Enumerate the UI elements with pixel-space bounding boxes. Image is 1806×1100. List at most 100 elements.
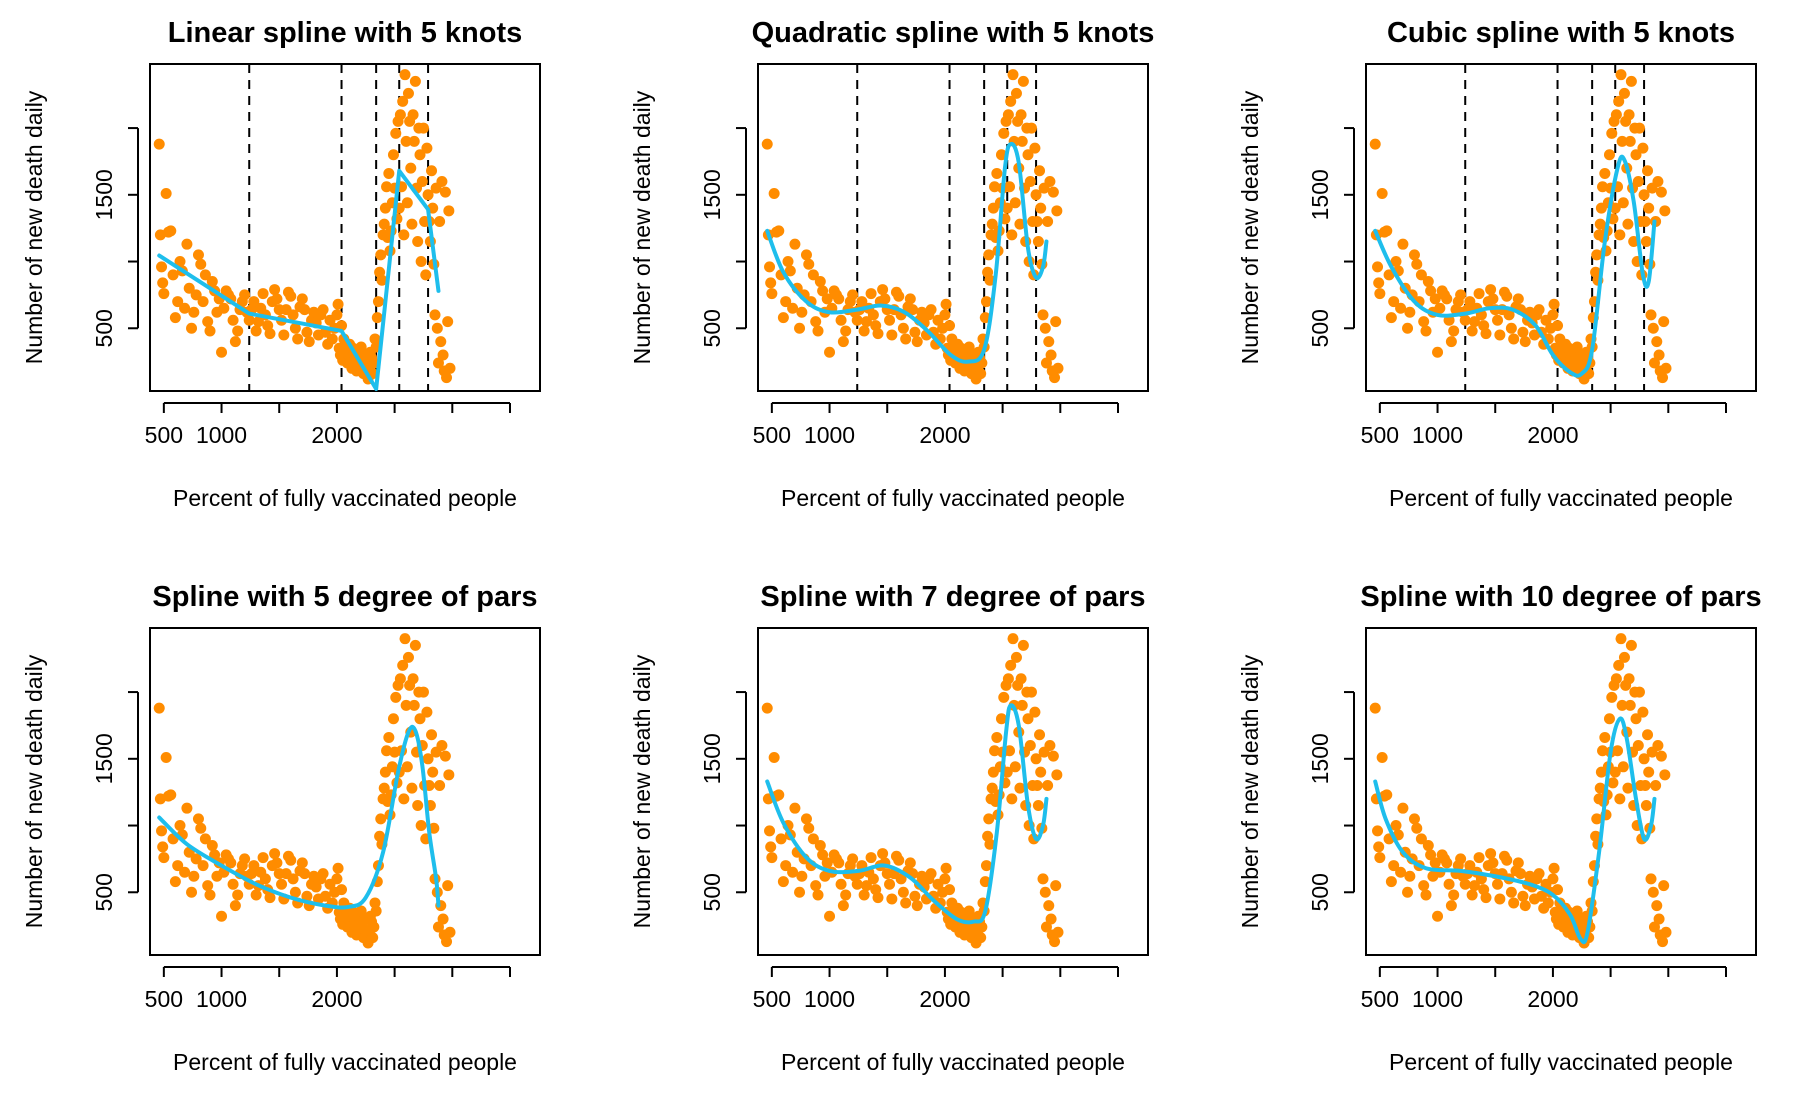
panel-title: Spline with 5 degree of pars <box>152 581 537 613</box>
data-point-44 <box>248 296 260 308</box>
data-point-152 <box>1022 149 1034 161</box>
data-point-167 <box>1647 886 1659 898</box>
data-point-17 <box>1402 886 1414 898</box>
data-point-154 <box>1024 739 1036 751</box>
data-point-35 <box>835 878 847 890</box>
data-point-61 <box>895 873 907 885</box>
data-point-22 <box>197 860 209 872</box>
data-point-37 <box>232 325 244 337</box>
data-point-36 <box>1445 336 1457 348</box>
data-point-171 <box>436 739 448 751</box>
data-point-67 <box>1517 890 1529 902</box>
data-point-60 <box>893 290 905 302</box>
data-point-174 <box>1655 186 1667 198</box>
data-point-155 <box>1025 686 1037 698</box>
data-point-177 <box>443 769 455 781</box>
data-point-40 <box>1455 289 1467 301</box>
plot-frame <box>1365 627 1757 956</box>
data-point-146 <box>1623 673 1635 685</box>
data-point-74 <box>925 304 937 316</box>
data-point-131 <box>998 127 1010 139</box>
data-point-129 <box>995 713 1007 725</box>
data-points <box>761 633 1064 949</box>
data-point-167 <box>1039 886 1051 898</box>
data-point-25 <box>204 325 216 337</box>
data-point-12 <box>174 820 186 832</box>
data-point-25 <box>1420 889 1432 901</box>
data-point-81 <box>1548 862 1560 874</box>
data-point-144 <box>405 162 417 174</box>
data-point-65 <box>1512 293 1524 305</box>
data-point-161 <box>1640 800 1652 812</box>
data-point-20 <box>800 249 812 261</box>
data-point-129 <box>387 713 399 725</box>
data-point-167 <box>1647 322 1659 334</box>
data-point-139 <box>399 633 411 645</box>
data-point-137 <box>397 659 409 671</box>
data-point-56 <box>1492 878 1504 890</box>
data-point-75 <box>319 890 331 902</box>
data-point-172 <box>1045 349 1057 361</box>
data-point-139 <box>1007 633 1019 645</box>
data-point-20 <box>1408 249 1420 261</box>
data-point-169 <box>434 215 446 227</box>
data-point-60 <box>285 854 297 866</box>
data-point-11 <box>172 860 184 872</box>
data-point-46 <box>1468 316 1480 328</box>
data-point-148 <box>1625 639 1637 651</box>
data-point-31 <box>1434 302 1446 314</box>
data-point-165 <box>1645 873 1657 885</box>
data-point-129 <box>1603 713 1615 725</box>
y-axis-label: Number of new death daily <box>21 90 47 364</box>
data-point-4 <box>1373 841 1385 853</box>
plot-frame <box>757 63 1149 392</box>
panel-title: Quadratic spline with 5 knots <box>752 17 1155 49</box>
data-point-62 <box>897 322 909 334</box>
data-point-129 <box>995 149 1007 161</box>
data-point-25 <box>812 325 824 337</box>
data-point-165 <box>1037 309 1049 321</box>
data-point-36 <box>1445 900 1457 912</box>
y-tick-label: 1500 <box>699 169 725 220</box>
data-point-155 <box>1633 122 1645 134</box>
data-point-161 <box>1032 800 1044 812</box>
data-point-29 <box>1429 857 1441 869</box>
data-point-136 <box>1004 181 1016 193</box>
data-point-17 <box>186 886 198 898</box>
data-point-30 <box>1432 346 1444 358</box>
data-point-176 <box>1658 880 1670 892</box>
data-point-17 <box>186 322 198 334</box>
data-point-42 <box>851 878 863 890</box>
x-tick-label: 2000 <box>1527 986 1578 1012</box>
data-point-54 <box>879 293 891 305</box>
data-point-177 <box>1659 769 1671 781</box>
data-point-57 <box>886 329 898 341</box>
data-point-56 <box>884 878 896 890</box>
data-point-23 <box>199 269 211 281</box>
data-point-54 <box>271 857 283 869</box>
data-point-112 <box>368 357 380 369</box>
data-point-111 <box>367 932 379 944</box>
data-point-172 <box>1653 913 1665 925</box>
data-point-171 <box>1044 175 1056 187</box>
data-point-137 <box>1005 95 1017 107</box>
data-point-42 <box>243 314 255 326</box>
data-point-30 <box>216 346 228 358</box>
data-point-123 <box>381 745 393 757</box>
data-point-62 <box>289 322 301 334</box>
data-point-174 <box>1655 750 1667 762</box>
data-point-67 <box>909 326 921 338</box>
data-point-121 <box>1594 782 1606 794</box>
data-point-148 <box>1625 75 1637 87</box>
data-point-3 <box>1372 825 1384 837</box>
data-point-78 <box>326 333 338 345</box>
data-point-174 <box>439 186 451 198</box>
data-point-78 <box>1542 897 1554 909</box>
data-point-161 <box>1640 236 1652 248</box>
data-point-5 <box>1374 852 1386 864</box>
data-point-170 <box>1043 900 1055 912</box>
data-point-168 <box>1648 921 1660 933</box>
data-point-1 <box>761 702 773 714</box>
data-point-26 <box>206 840 218 852</box>
data-point-158 <box>421 142 433 154</box>
